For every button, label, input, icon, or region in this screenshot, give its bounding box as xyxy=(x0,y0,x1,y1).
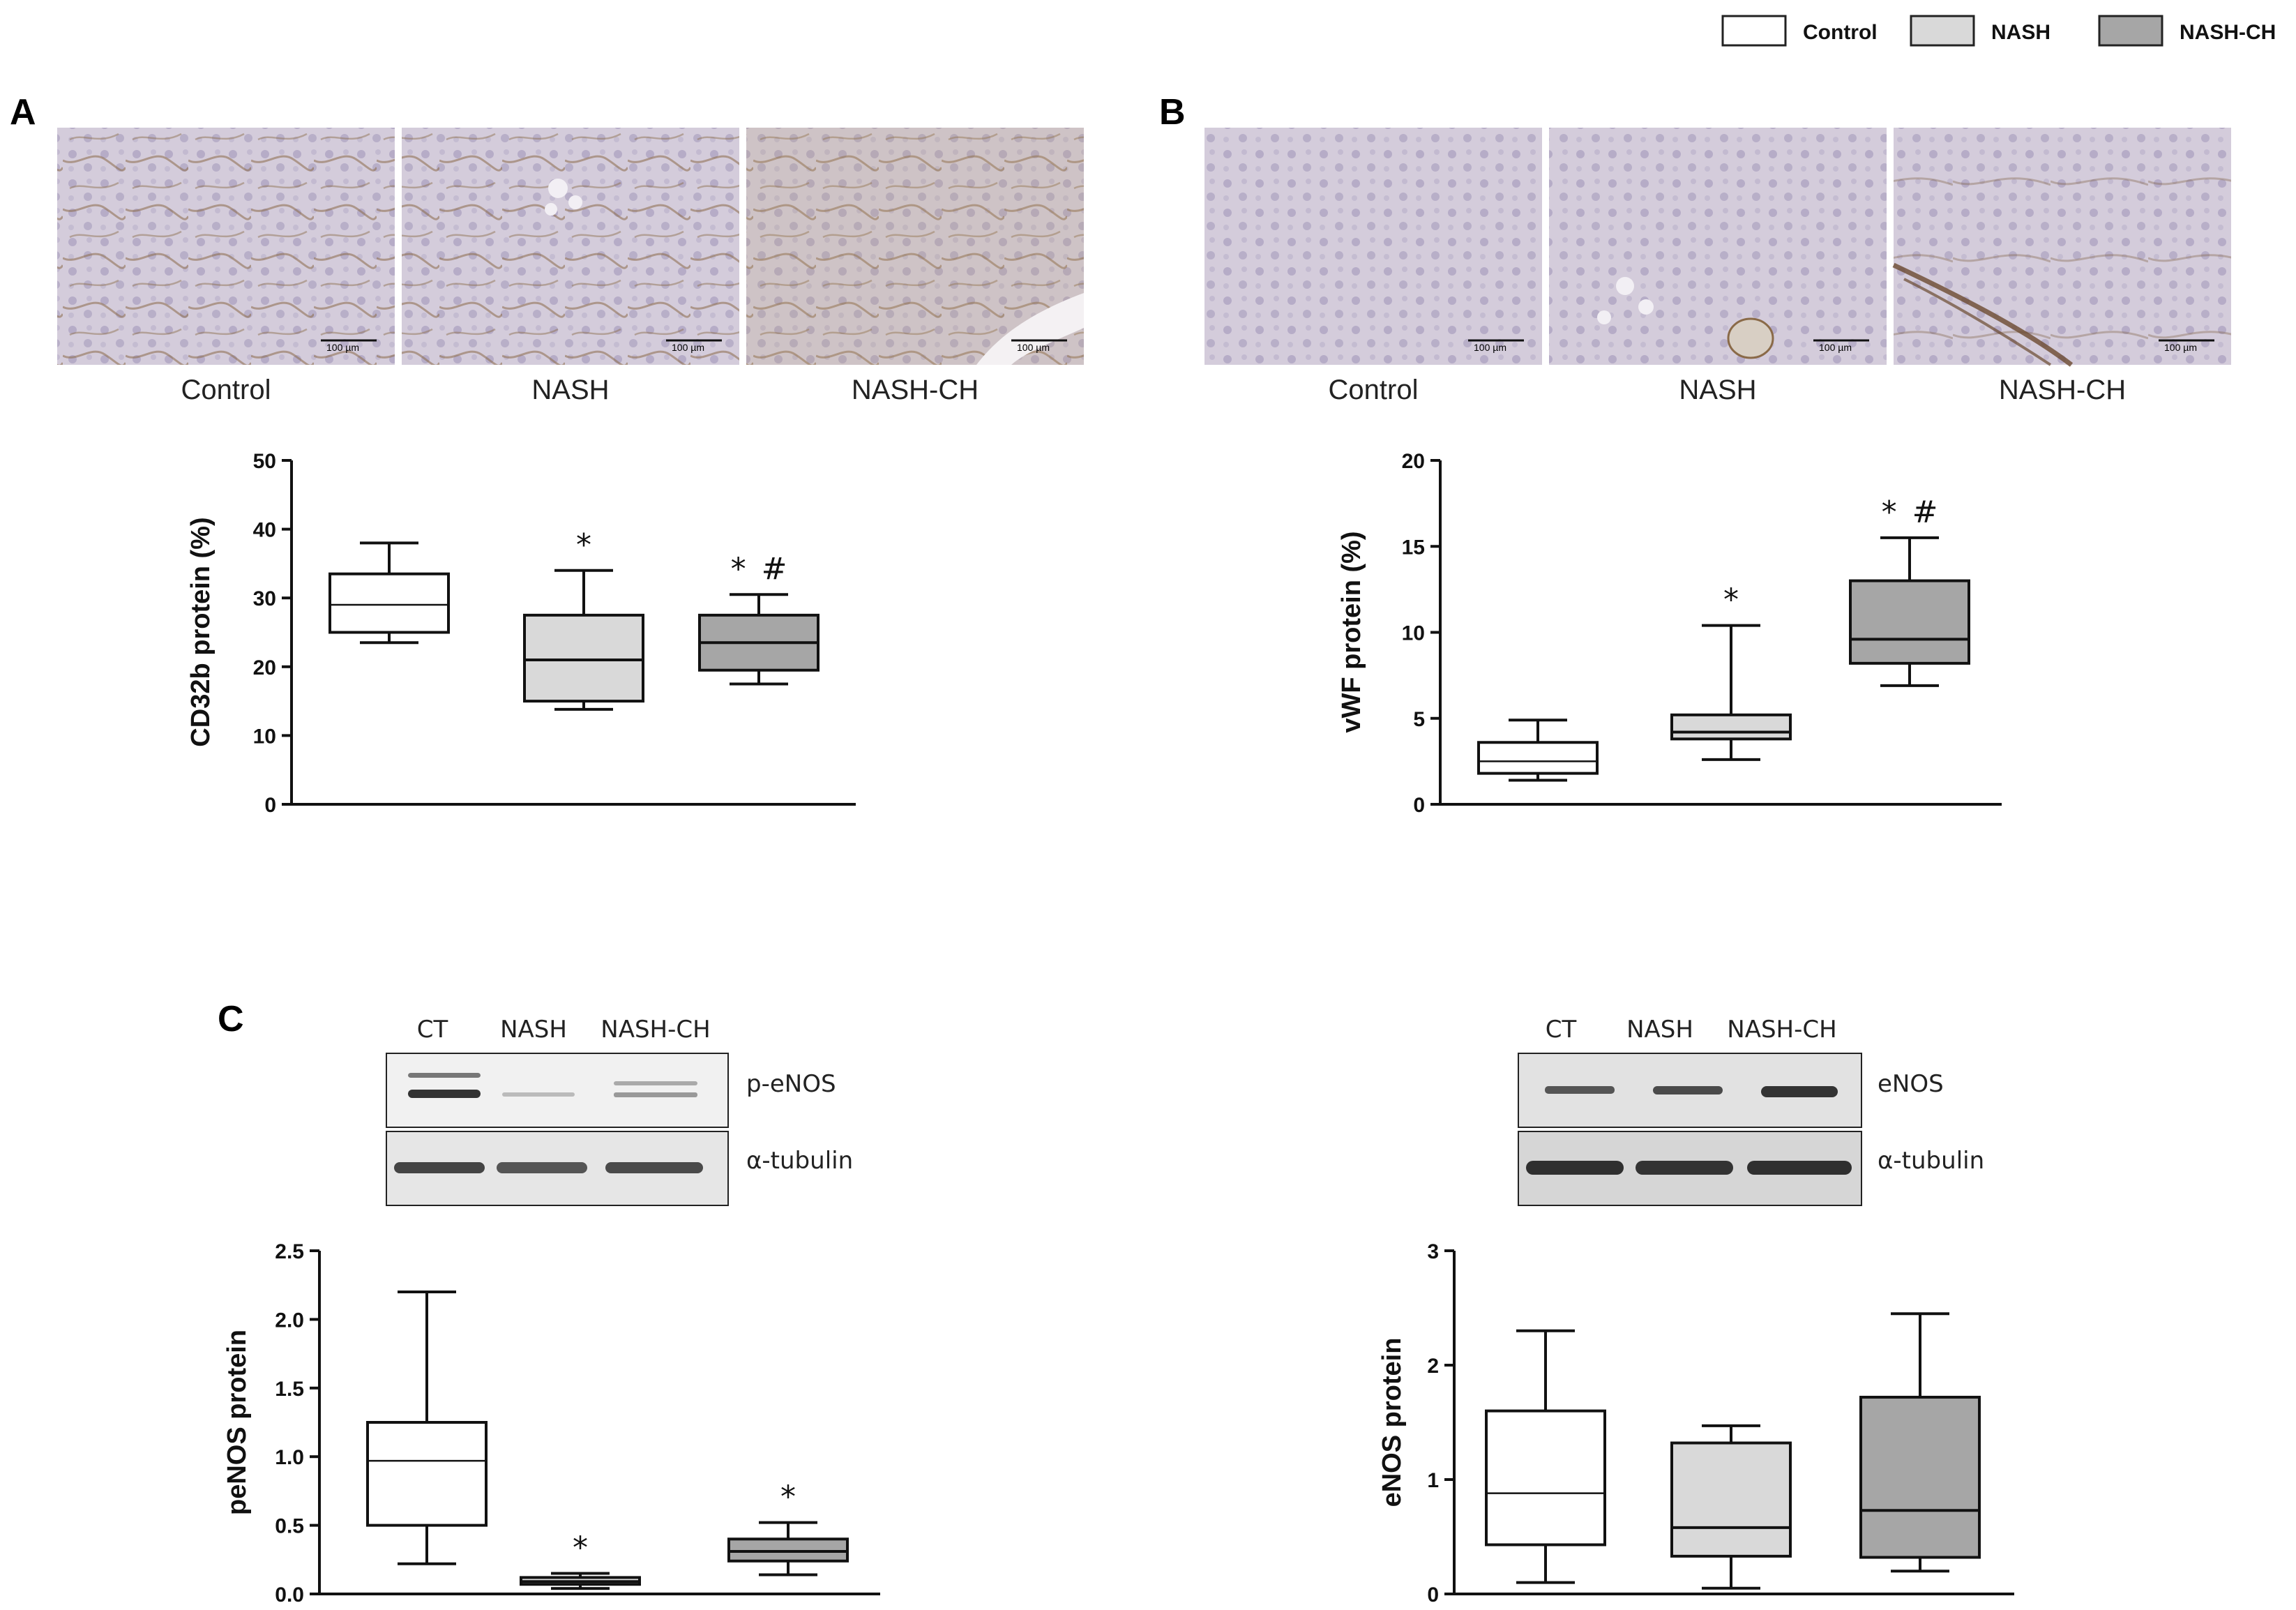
y-tick-label: 1.0 xyxy=(275,1446,304,1469)
micrograph-b-nash: 100 µm xyxy=(1549,128,1887,365)
significance-marker: * xyxy=(1723,582,1739,618)
blot-lane-label: CT xyxy=(1546,1016,1577,1044)
box-plot-a: 0 10 20 30 40 50 CD32b protein (%) * * # xyxy=(186,450,856,817)
y-tick-label: 1.5 xyxy=(275,1378,304,1401)
y-tick-label: 20 xyxy=(253,656,276,679)
box-control xyxy=(1477,719,1599,782)
legend-swatch xyxy=(1910,15,1975,47)
micrograph-a-control: 100 µm xyxy=(57,128,395,365)
significance-marker: * xyxy=(576,527,591,563)
blot-lane-label: NASH-CH xyxy=(1727,1016,1836,1044)
caption-a-nash: NASH xyxy=(531,375,609,405)
y-tick-label: 1 xyxy=(1427,1469,1439,1492)
panel-letter-b: B xyxy=(1159,92,1186,133)
scale-bar-label: 100 µm xyxy=(1819,342,1852,353)
box-body xyxy=(366,1421,488,1527)
panel-letter-a: A xyxy=(10,92,36,133)
blot-lane-label: NASH xyxy=(1626,1016,1693,1044)
box-ct xyxy=(366,1291,488,1565)
caption-b-nash: NASH xyxy=(1679,375,1756,405)
y-tick-label: 10 xyxy=(253,725,276,748)
box-plot-b: 0 5 10 15 20 vWF protein (%) * * # xyxy=(1337,450,2002,817)
scale-bar-label: 100 µm xyxy=(2164,342,2197,353)
blot-row-label: α-tubulin xyxy=(1878,1147,1984,1175)
western-blot-left: CT NASH NASH-CH p-eNOS α-tubulin xyxy=(386,1016,853,1206)
y-tick-label: 0.5 xyxy=(275,1515,304,1538)
legend-swatch xyxy=(1721,15,1787,47)
blot-lane-label: CT xyxy=(417,1016,448,1044)
y-tick-label: 20 xyxy=(1402,450,1425,473)
micrograph-b-control: 100 µm xyxy=(1204,128,1542,365)
y-axis-label: eNOS protein xyxy=(1377,1338,1407,1507)
micrograph-a-nash-ch: 100 µm xyxy=(746,128,1084,365)
significance-marker: * # xyxy=(1882,495,1938,530)
box-nash: * xyxy=(523,527,644,711)
significance-marker: * # xyxy=(731,551,787,587)
y-tick-label: 30 xyxy=(253,587,276,610)
box-plot-c-right: 0 1 2 3 eNOS protein xyxy=(1377,1240,2014,1607)
y-tick-label: 0 xyxy=(264,794,276,817)
y-tick-label: 3 xyxy=(1427,1240,1439,1263)
blot-row-label: α-tubulin xyxy=(746,1147,853,1175)
box-body xyxy=(1477,741,1599,775)
box-body xyxy=(1670,1441,1792,1558)
box-control xyxy=(328,541,450,645)
box-body xyxy=(1485,1409,1606,1547)
y-tick-label: 2.0 xyxy=(275,1309,304,1332)
box-nash xyxy=(1670,1424,1792,1590)
box-nash-ch: * xyxy=(727,1480,849,1577)
scale-bar-label: 100 µm xyxy=(672,342,704,353)
box-nash-ch: * # xyxy=(1849,495,1970,687)
legend-label: NASH xyxy=(1991,21,2050,44)
box-body xyxy=(1859,1395,1981,1559)
y-axis-label: CD32b protein (%) xyxy=(186,517,216,746)
y-axis-label: vWF protein (%) xyxy=(1337,531,1366,732)
micrograph-a-nash: 100 µm xyxy=(402,128,739,365)
box-nash: * xyxy=(1670,582,1792,761)
y-tick-label: 2.5 xyxy=(275,1240,304,1263)
box-body xyxy=(1849,579,1970,665)
box-plot-c-left: 0.0 0.5 1.0 1.5 2.0 2.5 peNOS protein * * xyxy=(222,1240,880,1607)
blot-row-label: eNOS xyxy=(1878,1070,1944,1098)
blot-row-label: p-eNOS xyxy=(746,1070,836,1098)
y-tick-label: 15 xyxy=(1402,536,1425,559)
box-body xyxy=(523,613,644,703)
y-axis-label: peNOS protein xyxy=(222,1330,252,1515)
caption-b-nash-ch: NASH-CH xyxy=(1999,375,2126,405)
significance-marker: * xyxy=(780,1480,796,1515)
caption-b-control: Control xyxy=(1329,375,1419,405)
box-body xyxy=(1670,713,1792,741)
box-nash-ch: * # xyxy=(698,551,820,686)
legend-label: Control xyxy=(1803,21,1878,44)
y-tick-label: 2 xyxy=(1427,1355,1439,1378)
y-tick-label: 40 xyxy=(253,519,276,542)
significance-marker: * xyxy=(573,1530,588,1565)
scale-bar-label: 100 µm xyxy=(1017,342,1050,353)
panel-letter-c: C xyxy=(218,999,244,1039)
y-tick-label: 0.0 xyxy=(275,1583,304,1607)
box-ct xyxy=(1485,1329,1606,1584)
box-nash-ch xyxy=(1859,1312,1981,1573)
y-tick-label: 50 xyxy=(253,450,276,473)
blot-lane-label: NASH xyxy=(500,1016,567,1044)
y-tick-label: 10 xyxy=(1402,622,1425,645)
box-nash: * xyxy=(520,1530,641,1590)
scale-bar-label: 100 µm xyxy=(1474,342,1506,353)
caption-a-control: Control xyxy=(181,375,271,405)
western-blot-right: CT NASH NASH-CH eNOS α-tubulin xyxy=(1518,1016,1984,1206)
legend-label: NASH-CH xyxy=(2180,21,2276,44)
caption-a-nash-ch: NASH-CH xyxy=(852,375,979,405)
blot-lane-label: NASH-CH xyxy=(601,1016,710,1044)
legend: Control NASH NASH-CH xyxy=(1721,15,2276,47)
micrograph-b-nash-ch: 100 µm xyxy=(1892,128,2231,367)
scale-bar-label: 100 µm xyxy=(326,342,359,353)
y-tick-label: 0 xyxy=(1427,1583,1439,1607)
y-tick-label: 5 xyxy=(1413,708,1425,731)
box-body xyxy=(328,572,450,634)
legend-swatch xyxy=(2098,15,2163,47)
y-tick-label: 0 xyxy=(1413,794,1425,817)
